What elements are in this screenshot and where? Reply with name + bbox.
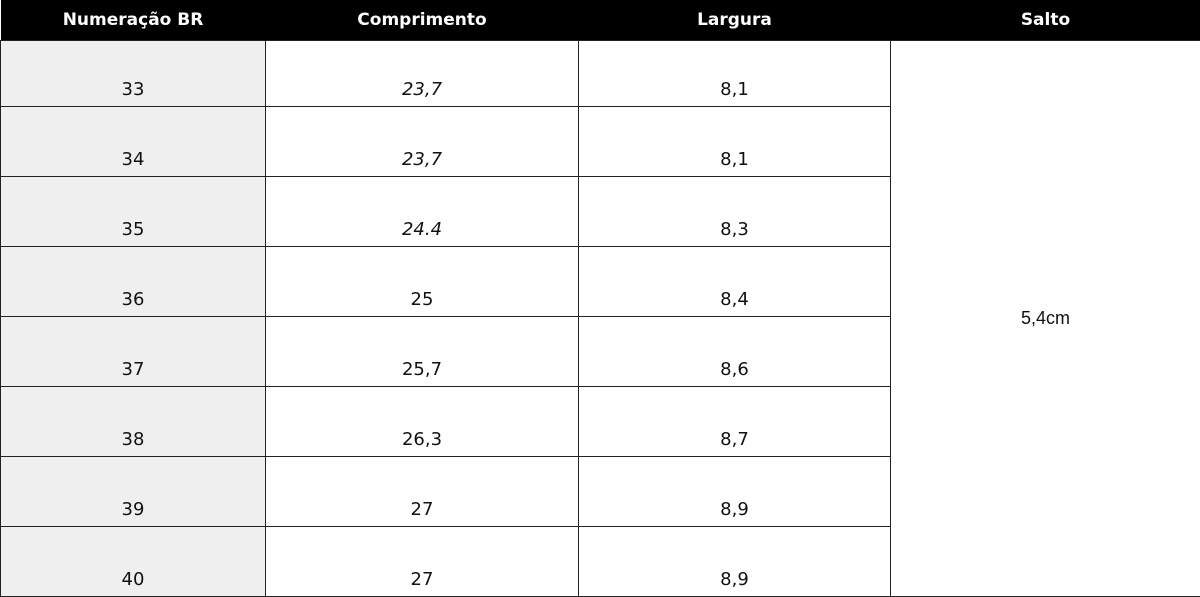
salto-cell: 5,4cm [891,41,1200,597]
table-cell: 25,7 [266,317,579,387]
table-cell: 8,7 [579,387,891,457]
table-cell: 40 [1,527,266,597]
table-cell: 26,3 [266,387,579,457]
column-header: Salto [891,0,1200,41]
table-cell: 25 [266,247,579,317]
table-cell: 8,9 [579,527,891,597]
table-cell: 33 [1,41,266,107]
table-cell: 34 [1,107,266,177]
column-header: Numeração BR [1,0,266,41]
table-cell: 24.4 [266,177,579,247]
column-header: Comprimento [266,0,579,41]
table-cell: 27 [266,457,579,527]
table-cell: 27 [266,527,579,597]
table-cell: 36 [1,247,266,317]
table-cell: 37 [1,317,266,387]
table-cell: 8,1 [579,107,891,177]
table-cell: 23,7 [266,41,579,107]
table-cell: 8,1 [579,41,891,107]
table-cell: 8,3 [579,177,891,247]
table-cell: 8,4 [579,247,891,317]
table-cell: 23,7 [266,107,579,177]
table-cell: 38 [1,387,266,457]
column-header: Largura [579,0,891,41]
table-cell: 35 [1,177,266,247]
table-cell: 8,9 [579,457,891,527]
table-cell: 8,6 [579,317,891,387]
table-cell: 39 [1,457,266,527]
